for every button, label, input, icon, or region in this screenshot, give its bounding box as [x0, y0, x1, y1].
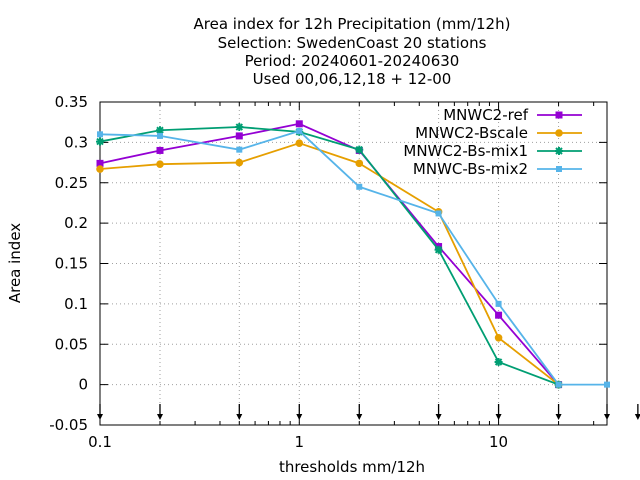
data-point — [97, 131, 103, 138]
y-tick-label: 0.3 — [64, 133, 88, 151]
x-tick-label: 0.1 — [88, 433, 112, 451]
data-point — [156, 146, 164, 154]
threshold-arrow — [435, 404, 442, 420]
data-point — [356, 183, 363, 190]
data-point — [235, 158, 244, 167]
y-tick-label: 0 — [78, 376, 88, 394]
legend-label: MNWC2-Bs-mix1 — [403, 142, 528, 160]
data-point — [155, 126, 164, 135]
data-point — [555, 129, 563, 137]
series-MNWC-Bs-mix2 — [97, 128, 610, 388]
data-point — [235, 132, 243, 140]
series-line — [99, 126, 559, 386]
y-axis: -0.05 0 0.05 0.1 0.15 0.2 0.25 0.3 0.35 — [49, 93, 607, 434]
y-tick-label: 0.15 — [55, 255, 88, 273]
data-point — [96, 165, 104, 173]
data-point — [96, 137, 104, 146]
data-point — [156, 160, 164, 168]
data-point — [555, 381, 562, 388]
data-point — [435, 210, 442, 217]
data-point — [355, 145, 364, 154]
chart-title-line: Area index for 12h Precipitation (mm/12h… — [194, 15, 511, 33]
legend-item: MNWC2-Bscale — [415, 124, 582, 142]
threshold-arrow — [356, 404, 363, 420]
threshold-arrow — [555, 404, 562, 420]
y-tick-label: 0.2 — [64, 214, 88, 232]
x-tick-label: 1 — [295, 433, 305, 451]
data-point — [295, 120, 303, 128]
threshold-arrow — [236, 404, 243, 420]
data-point — [96, 159, 104, 167]
data-point — [434, 245, 443, 254]
data-point — [355, 159, 364, 168]
y-tick-label: -0.05 — [49, 416, 88, 434]
x-tick-label: 10 — [489, 433, 508, 451]
threshold-arrow — [634, 404, 640, 420]
legend-label: MNWC2-Bscale — [415, 124, 528, 142]
data-point — [495, 300, 502, 307]
data-point — [555, 147, 563, 155]
threshold-arrows — [97, 404, 640, 420]
data-point — [236, 146, 243, 153]
x-axis-label: thresholds mm/12h — [279, 458, 425, 476]
chart-title-line: Period: 20240601-20240630 — [245, 52, 460, 70]
y-tick-label: 0.25 — [55, 174, 88, 192]
chart-title-line: Selection: SwedenCoast 20 stations — [218, 34, 487, 52]
y-tick-label: 0.05 — [55, 335, 88, 353]
data-point — [295, 139, 304, 147]
data-point — [604, 381, 610, 388]
chart-title-line: Used 00,06,12,18 + 12-00 — [253, 70, 452, 88]
series-line — [99, 142, 560, 386]
data-point — [494, 358, 503, 367]
threshold-arrow — [97, 404, 103, 420]
data-point — [296, 128, 303, 135]
threshold-arrow — [156, 404, 163, 420]
data-point — [555, 111, 563, 119]
data-point — [235, 123, 244, 132]
threshold-arrow — [495, 404, 502, 420]
x-axis: 0.1 1 10 — [88, 102, 595, 451]
series-line — [99, 130, 607, 386]
chart-title: Area index for 12h Precipitation (mm/12h… — [194, 15, 511, 88]
y-axis-label: Area index — [6, 223, 24, 303]
series-line — [99, 122, 560, 386]
legend-item: MNWC2-ref — [443, 106, 582, 124]
threshold-arrow — [604, 404, 610, 420]
threshold-arrow — [296, 404, 303, 420]
legend-label: MNWC2-ref — [443, 106, 528, 124]
legend-item: MNWC2-Bs-mix1 — [403, 142, 582, 160]
grid — [100, 102, 607, 425]
data-point — [494, 333, 503, 342]
legend-label: MNWC-Bs-mix2 — [413, 160, 528, 178]
legend-item: MNWC-Bs-mix2 — [413, 160, 582, 178]
legend: MNWC2-refMNWC2-BscaleMNWC2-Bs-mix1MNWC-B… — [403, 106, 582, 178]
data-point — [495, 311, 503, 319]
data-point — [556, 166, 562, 172]
data-point — [156, 132, 163, 139]
y-tick-label: 0.1 — [64, 295, 88, 313]
y-tick-label: 0.35 — [55, 93, 88, 111]
